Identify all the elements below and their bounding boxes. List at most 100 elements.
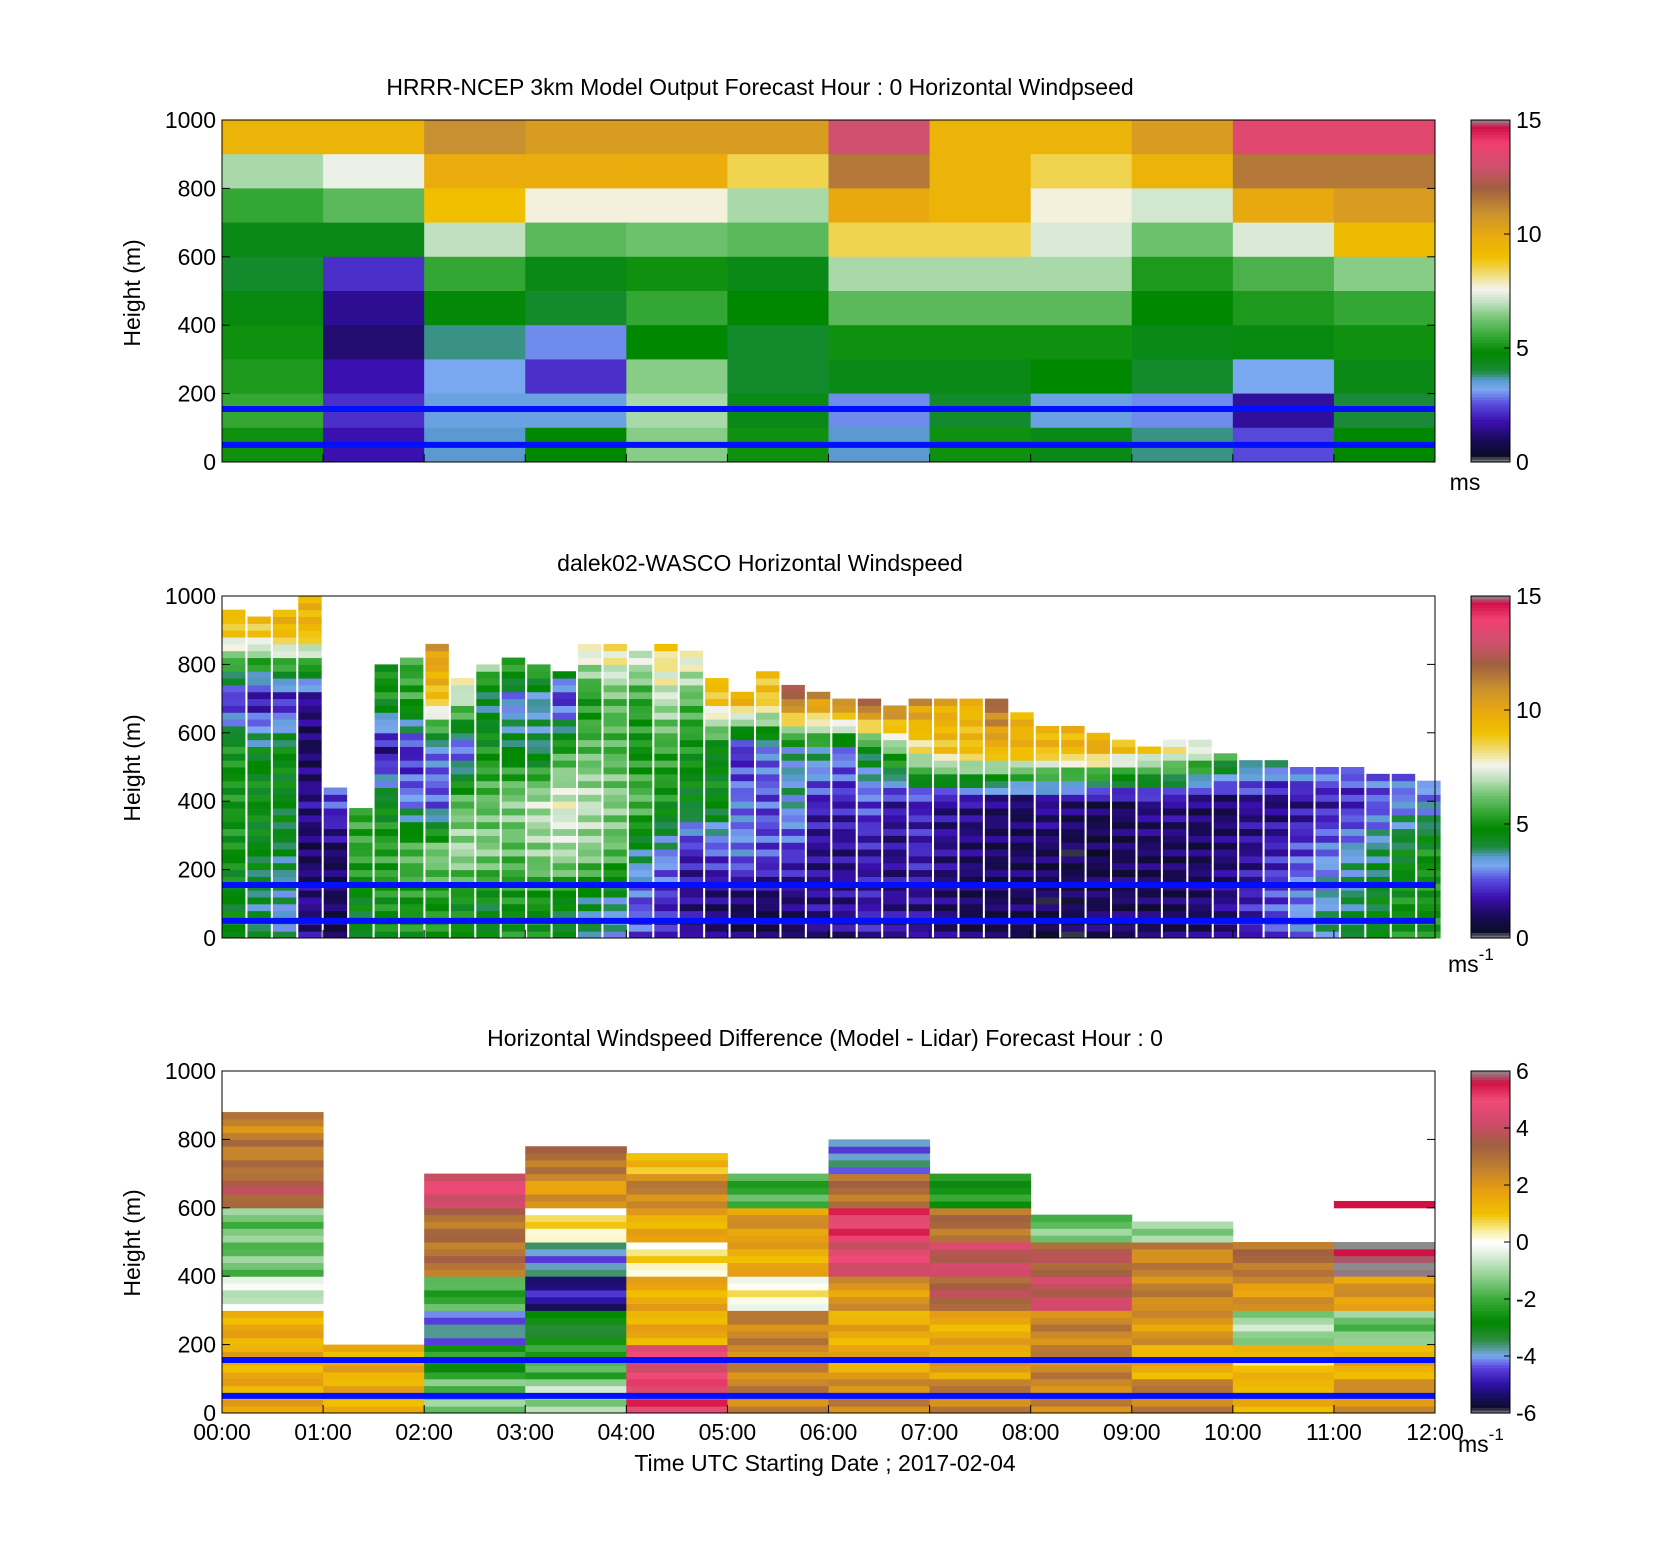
profile-cell [1061,808,1085,816]
difference-cell [222,1378,324,1387]
profile-cell [552,842,576,850]
colorbar-step [1471,841,1510,845]
profile-cell [578,814,602,823]
profile-cell [1290,876,1314,884]
profile-cell [832,808,856,816]
profile-cell [374,869,398,877]
profile-cell [1162,739,1187,747]
profile-cell [1035,773,1060,782]
profile-cell [247,725,271,734]
colorbar-step [1471,222,1510,227]
profile-cell [1290,828,1314,836]
profile-cell [603,903,627,912]
profile-cell [1340,814,1365,823]
profile-cell [654,643,678,652]
heatmap-cell [1030,222,1133,258]
profile-cell [400,828,424,836]
profile-cell [374,896,398,905]
profile-cell [578,746,602,754]
profile-cell [730,691,754,700]
colorbar-step [1471,330,1510,335]
profile-cell [323,931,348,939]
profile-cell [1137,896,1161,905]
difference-cell [424,1255,526,1264]
profile-cell [222,773,246,782]
profile-cell [628,787,653,795]
profile-cell [603,780,627,789]
profile-cell [450,890,475,898]
profile-cell [1162,890,1187,898]
difference-cell [929,1371,1032,1380]
profile-cell [349,924,373,932]
colorbar-step [1471,162,1510,167]
profile-cell [1188,814,1212,823]
colorbar-step [1471,456,1510,460]
heatmap-cell [222,291,324,326]
profile-cell [705,767,729,775]
colorbar-step [1471,430,1510,435]
difference-cell [323,1371,425,1380]
difference-cell [626,1303,728,1311]
profile-cell [1315,890,1339,898]
profile-cell [222,767,246,775]
profile-cell [578,732,602,741]
profile-cell [1315,780,1339,789]
profile-cell [832,719,856,727]
profile-cell [272,664,297,672]
profile-cell [552,691,576,700]
difference-cell [222,1118,324,1127]
profile-cell [247,712,271,720]
profile-cell [1010,801,1034,809]
profile-cell [1417,924,1441,932]
colorbar-step [1471,142,1510,147]
profile-cell [1213,855,1238,864]
profile-cell [679,719,704,727]
profile-cell [578,876,602,884]
colorbar-step [1471,1304,1510,1309]
profile-cell [628,828,653,836]
difference-cell [1030,1228,1133,1236]
profile-cell [1188,780,1212,789]
profile-cell [1162,869,1187,877]
profile-cell [578,787,602,795]
difference-cell [626,1330,728,1339]
profile-cell [247,849,271,857]
colorbar-step [1471,157,1510,161]
profile-cell [984,931,1009,939]
difference-cell [626,1385,728,1393]
profile-cell [730,732,754,741]
profile-cell [272,630,297,638]
colorbar-step [1471,675,1510,680]
profile-cell [476,931,500,939]
profile-cell [1137,910,1161,918]
colorbar-step [1471,895,1510,899]
profile-cell [756,855,780,864]
profile-cell [832,814,856,823]
profile-cell [527,691,551,700]
colorbar-step [1471,236,1510,241]
colorbar-step [1471,1341,1510,1346]
colorbar-step [1471,1290,1510,1294]
profile-cell [374,671,398,679]
profile-cell [1035,787,1060,795]
profile-cell [1137,903,1161,912]
profile-cell [1340,787,1365,795]
profile-cell [1340,767,1365,775]
profile-cell [501,739,526,747]
profile-cell [552,849,576,857]
profile-cell [705,739,729,747]
difference-cell [1030,1296,1133,1305]
profile-cell [476,835,500,843]
profile-cell [959,739,983,747]
colorbar-step [1471,804,1510,808]
profile-cell [984,821,1009,830]
profile-cell [1366,773,1390,782]
profile-cell [959,719,983,727]
difference-cell [929,1262,1032,1270]
profile-cell [1010,869,1034,877]
profile-cell [450,725,475,734]
profile-cell [272,801,297,809]
colorbar-step [1471,1327,1510,1331]
difference-cell [828,1194,931,1202]
profile-cell [425,896,449,905]
